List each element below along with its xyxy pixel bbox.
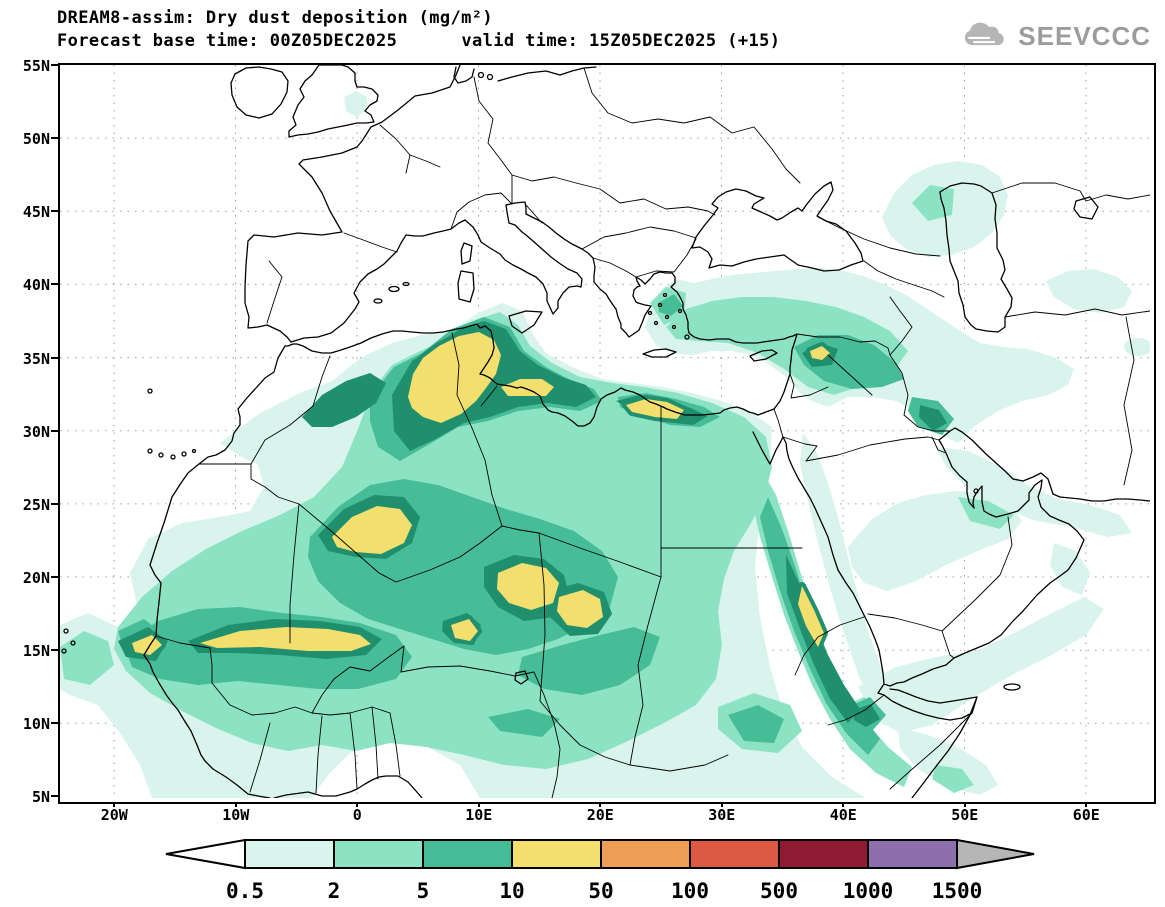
legend-swatch: [244, 839, 335, 869]
y-tick-label: 20N: [22, 568, 50, 587]
y-tick: [51, 575, 58, 578]
y-tick: [51, 722, 58, 725]
below-range-arrow: [165, 838, 246, 870]
y-tick-label: 40N: [22, 276, 50, 295]
plot-subtitle: Forecast base time: 00Z05DEC2025 valid ti…: [57, 31, 780, 51]
coastlines: [61, 65, 1150, 798]
x-tick-label: 30E: [708, 806, 736, 824]
logo-text: SEEVCCC: [1018, 20, 1151, 51]
legend-boundary-label: 2: [328, 879, 341, 903]
y-tick-label: 10N: [22, 715, 50, 734]
color-scale-legend: 0.5 2 5 10 50 100 500 1000 1500: [160, 838, 1040, 904]
y-tick: [51, 137, 58, 140]
legend-boundary-label: 0.5: [226, 879, 264, 903]
contour-level-50: [128, 328, 834, 659]
y-tick: [51, 210, 58, 213]
y-tick-label: 50N: [22, 130, 50, 149]
legend-swatch: [778, 839, 869, 869]
legend-swatch: [511, 839, 602, 869]
x-tick-label: 20W: [100, 806, 128, 824]
y-tick-label: 55N: [22, 57, 50, 75]
legend-swatch: [600, 839, 691, 869]
y-tick-label: 25N: [22, 495, 50, 514]
legend-boundary-label: 50: [588, 879, 613, 903]
x-tick-label: 10W: [222, 806, 250, 824]
legend-boundary-label: 10: [499, 879, 524, 903]
x-tick-label: 50E: [951, 806, 979, 824]
y-tick-label: 35N: [22, 349, 50, 368]
plot-title: DREAM8-assim: Dry dust deposition (mg/m²…: [57, 8, 494, 28]
x-tick-label: 60E: [1072, 806, 1100, 824]
legend-swatch: [867, 839, 958, 869]
y-tick: [51, 64, 58, 66]
cloud-icon: [965, 22, 1004, 46]
x-tick-label: 0: [352, 806, 362, 824]
map-canvas: [60, 65, 1150, 798]
legend-boundary-label: 500: [760, 879, 798, 903]
above-range-arrow: [956, 838, 1035, 870]
y-tick-label: 5N: [31, 788, 50, 807]
color-scale: 0.5 2 5 10 50 100 500 1000 1500: [165, 838, 1035, 903]
y-tick: [51, 356, 58, 359]
x-tick-label: 40E: [829, 806, 857, 824]
x-tick-label: 10E: [465, 806, 493, 824]
legend-swatch: [689, 839, 780, 869]
country-borders: [155, 67, 1150, 798]
y-tick-label: 30N: [22, 422, 50, 441]
y-tick: [51, 283, 58, 286]
legend-swatch: [422, 839, 513, 869]
y-tick: [51, 649, 58, 652]
map-plot-area: [58, 63, 1156, 804]
x-tick-label: 20E: [586, 806, 614, 824]
y-tick: [51, 502, 58, 505]
valid-time: valid time: 15Z05DEC2025 (+15): [461, 31, 781, 51]
y-tick: [51, 795, 58, 798]
y-tick: [51, 429, 58, 432]
y-tick-label: 45N: [22, 203, 50, 222]
legend-boundary-label: 1500: [932, 879, 983, 903]
forecast-base-time: Forecast base time: 00Z05DEC2025: [57, 31, 398, 51]
legend-swatch: [333, 839, 424, 869]
legend-boundary-label: 100: [671, 879, 709, 903]
legend-boundary-label: 5: [417, 879, 430, 903]
seevccc-logo: SEEVCCC: [960, 20, 1151, 52]
y-tick-label: 15N: [22, 642, 50, 661]
legend-boundary-label: 1000: [843, 879, 894, 903]
